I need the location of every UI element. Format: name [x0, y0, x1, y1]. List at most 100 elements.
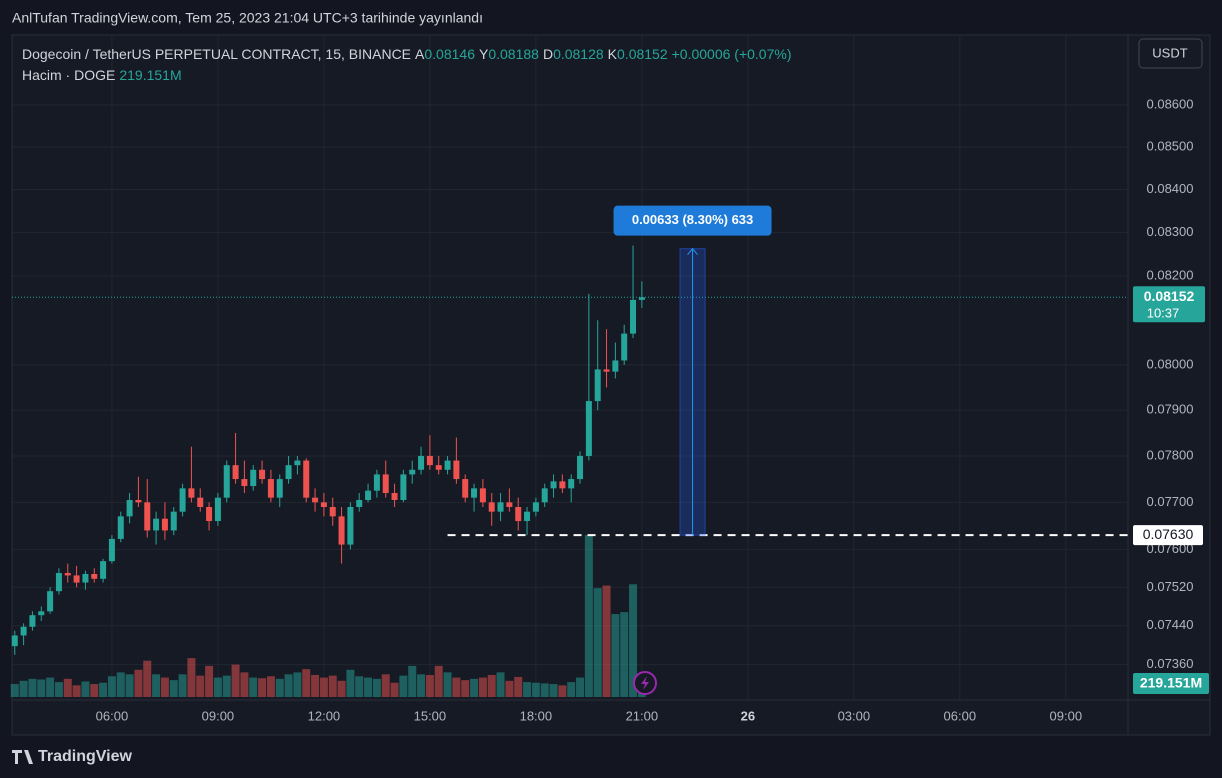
candle-body — [206, 506, 213, 522]
volume-bar — [531, 682, 540, 697]
ohlc-value: 0.08146 — [424, 46, 475, 62]
volume-bar — [19, 680, 28, 697]
y-tick-label: 0.08500 — [1147, 138, 1194, 153]
x-tick-label: 21:00 — [626, 708, 659, 723]
volume-bar — [505, 680, 514, 697]
volume-bar — [567, 682, 576, 697]
measure-arrow-head — [687, 247, 698, 255]
candle-body — [170, 511, 177, 531]
volume-bar — [434, 665, 443, 697]
volume-bar — [143, 660, 152, 697]
candle-body — [479, 488, 486, 503]
candle-body — [47, 591, 54, 612]
y-tick-label: 0.07440 — [1147, 617, 1194, 632]
candle-body — [621, 333, 628, 361]
brand-logo — [12, 750, 33, 764]
volume-bar — [470, 678, 479, 697]
last-price-label: 0.08152 — [1144, 288, 1195, 304]
event-bolt — [641, 676, 649, 690]
candle-body — [197, 497, 204, 507]
candle-body — [612, 360, 619, 372]
candle-body — [276, 479, 283, 498]
volume-bar — [125, 674, 134, 697]
volume-bar — [593, 588, 602, 697]
volume-bar — [231, 664, 240, 697]
y-tick-label: 0.08300 — [1147, 224, 1194, 239]
candle-body — [153, 518, 160, 531]
candle-body — [418, 455, 425, 470]
candle-body — [400, 474, 407, 500]
measure-label-box — [613, 205, 772, 236]
candle-body — [126, 499, 133, 517]
candle-body — [338, 516, 345, 545]
hline-label-box — [1133, 525, 1203, 546]
volume-bar — [90, 684, 99, 697]
volume-bar — [266, 676, 275, 697]
volume-bar — [284, 674, 293, 697]
x-tick-label: 26 — [741, 708, 755, 723]
volume-bar — [37, 679, 46, 697]
candle-body — [20, 626, 27, 636]
candle-body — [382, 474, 389, 493]
volume-bar — [487, 674, 496, 697]
x-tick-label: 12:00 — [308, 708, 341, 723]
volume-bar — [72, 685, 81, 697]
legend-row: Dogecoin / TetherUS PERPETUAL CONTRACT, … — [22, 44, 796, 65]
volume-bar — [10, 684, 19, 697]
volume-bar — [249, 677, 258, 697]
candle-body — [347, 506, 354, 545]
candle-body — [135, 499, 142, 503]
candle-body — [426, 455, 433, 466]
candle-body — [497, 502, 504, 512]
brand: TradingView — [38, 748, 133, 765]
candle-body — [541, 488, 548, 503]
volume-bar — [116, 672, 125, 697]
volume-bar — [302, 669, 311, 697]
volume-bar — [134, 669, 143, 697]
candle-body — [329, 506, 336, 517]
candle-body — [303, 460, 310, 498]
volume-bar — [46, 677, 55, 697]
currency[interactable]: USDT — [1152, 45, 1187, 60]
volume-bar — [222, 675, 231, 697]
y-tick-label: 0.08200 — [1147, 268, 1194, 283]
ohlc-name: A — [415, 46, 425, 62]
x-tick-label: 09:00 — [202, 708, 235, 723]
y-tick-label: 0.08400 — [1147, 181, 1194, 196]
candle-body — [603, 369, 610, 372]
countdown: 10:37 — [1147, 306, 1180, 321]
volume-bar — [178, 674, 187, 697]
volume-bar — [346, 669, 355, 697]
x-tick-label: 09:00 — [1050, 708, 1083, 723]
volume-bar — [425, 674, 434, 697]
candle-body — [559, 481, 566, 489]
volume-bar — [187, 658, 196, 697]
y-tick-label: 0.08000 — [1147, 356, 1194, 371]
candle-body — [444, 460, 451, 470]
y-tick-label: 0.07900 — [1147, 402, 1194, 417]
volume-bar — [576, 677, 585, 697]
candle-body — [11, 635, 18, 647]
candle-body — [638, 297, 645, 300]
candle-body — [524, 511, 531, 522]
volume-bar — [355, 676, 364, 697]
ohlc-name: D — [542, 46, 554, 62]
volume-bar — [443, 672, 452, 697]
currency-button[interactable] — [1138, 38, 1203, 69]
volume-bar — [258, 678, 267, 697]
candle-body — [38, 611, 45, 616]
volume-bar — [629, 584, 638, 697]
candle-body — [320, 502, 327, 507]
volume-bar — [478, 677, 487, 697]
volume-bar — [337, 680, 346, 697]
candle-body — [232, 465, 239, 480]
candle-body — [117, 516, 124, 539]
volume-bar — [213, 677, 222, 697]
volume-label-box — [1133, 673, 1209, 694]
candle-body — [259, 469, 266, 480]
volume-bar — [549, 684, 558, 697]
y-tick-label: 0.07800 — [1147, 447, 1194, 462]
ohlc-value: 0.08188 — [488, 46, 539, 62]
legend: Dogecoin / TetherUS PERPETUAL CONTRACT, … — [22, 44, 796, 86]
ohlc-value: 0.08128 — [553, 46, 604, 62]
